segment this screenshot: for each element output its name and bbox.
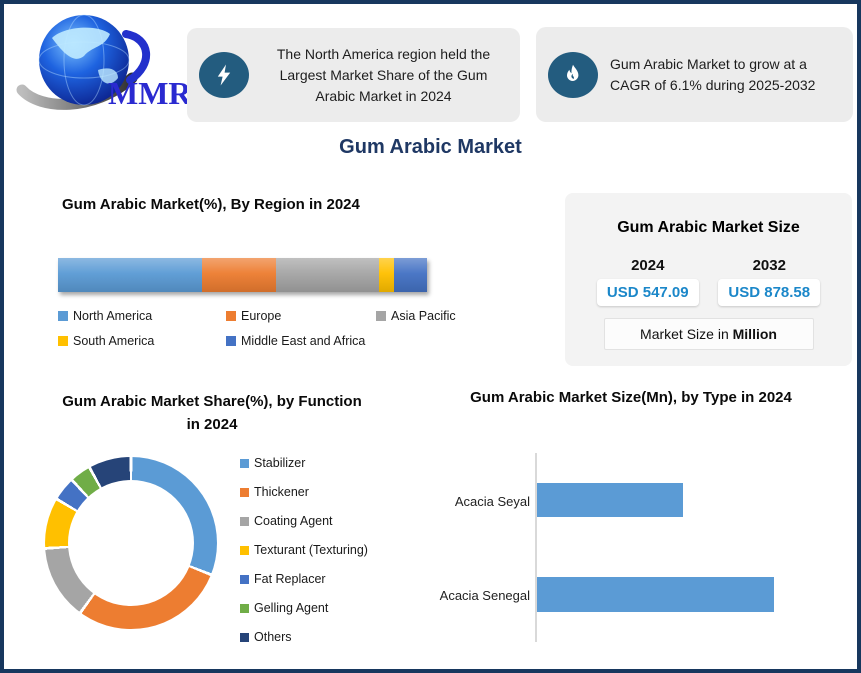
highlight-cagr-text: Gum Arabic Market to grow at a CAGR of 6… [610,55,816,93]
region-chart-title: Gum Arabic Market(%), By Region in 2024 [62,196,360,213]
footnote-prefix: Market Size in [640,326,733,342]
region-legend-row-2: South America Middle East and Africa [58,328,488,353]
legend-item-north-america: North America [58,309,226,323]
legend-marker-north-america [58,310,68,321]
legend-label: Middle East and Africa [241,333,366,348]
market-value-2024: USD 547.09 [596,279,699,306]
function-donut-chart [45,457,217,629]
legend-item-south-america: South America [58,334,226,348]
legend-marker-thickener [240,487,249,497]
legend-label: Others [254,630,292,644]
legend-marker-europe [226,310,236,321]
legend-marker-asia-pacific [376,310,386,321]
bar-acacia-senegal [537,577,774,612]
function-chart-title: Gum Arabic Market Share(%), by Function … [62,393,362,434]
legend-item-thickener: Thickener [240,485,440,499]
market-size-footnote: Market Size in Million [603,318,814,350]
donut-hole [68,480,194,606]
lightning-icon [199,52,249,98]
region-segment-europe [201,258,276,292]
year-label-2032: 2032 [752,257,786,274]
legend-label: Gelling Agent [254,601,329,615]
legend-marker-gelling-agent [240,603,249,613]
logo-text: MMR [108,75,190,111]
legend-item-coating-agent: Coating Agent [240,514,440,528]
legend-label: Coating Agent [254,514,333,528]
legend-item-stabilizer: Stabilizer [240,456,440,470]
region-segment-south-america [379,258,394,292]
region-legend: North America Europe Asia Pacific South Am… [58,303,488,353]
legend-item-asia-pacific: Asia Pacific [376,309,456,323]
flame-icon [548,51,598,98]
type-chart-axis [535,453,537,642]
legend-item-gelling-agent: Gelling Agent [240,601,440,615]
legend-label: Thickener [254,485,309,499]
legend-marker-middle-east-and-africa [226,335,236,346]
legend-item-texturant-texturing: Texturant (Texturing) [240,543,440,557]
legend-marker-texturant-texturing [240,545,249,555]
market-size-card: Gum Arabic Market Size 2024 USD 547.09 2… [565,193,852,366]
legend-label: Texturant (Texturing) [254,543,368,557]
year-label-2024: 2024 [631,257,665,274]
legend-item-europe: Europe [226,309,376,323]
highlight-region-text: The North America region held the Larges… [276,45,491,104]
market-value-2032: USD 878.58 [718,279,821,306]
highlight-card-region: The North America region held the Larges… [187,28,520,122]
legend-item-middle-east-and-africa: Middle East and Africa [226,334,376,348]
legend-marker-fat-replacer [240,574,249,584]
function-legend: Stabilizer Thickener Coating Agent Texturan… [240,456,440,644]
legend-marker-others [240,632,249,642]
region-legend-row-1: North America Europe Asia Pacific [58,303,488,328]
category-label-acacia-senegal: Acacia Senegal [439,588,530,603]
legend-label: South America [73,333,155,348]
legend-label: Europe [241,308,282,323]
region-segment-middle-east-and-africa [393,258,427,292]
category-label-acacia-seyal: Acacia Seyal [454,494,530,509]
region-stacked-bar [58,258,427,292]
highlight-card-cagr: Gum Arabic Market to grow at a CAGR of 6… [536,27,853,122]
legend-item-others: Others [240,630,440,644]
legend-label: Stabilizer [254,456,306,470]
legend-marker-south-america [58,335,68,346]
legend-label: Asia Pacific [391,308,456,323]
footnote-unit: Million [732,326,777,342]
bar-acacia-seyal [537,483,683,517]
market-size-title: Gum Arabic Market Size [617,219,800,236]
legend-label: North America [73,308,153,323]
region-segment-asia-pacific [275,258,380,292]
legend-marker-coating-agent [240,516,249,526]
region-segment-north-america [58,258,202,292]
mmr-logo: MMR [14,8,192,116]
type-chart-title: Gum Arabic Market Size(Mn), by Type in 2… [470,389,792,406]
page-title: Gum Arabic Market [339,136,522,158]
legend-label: Fat Replacer [254,572,326,586]
legend-item-fat-replacer: Fat Replacer [240,572,440,586]
globe-icon: MMR [16,14,192,111]
legend-marker-stabilizer [240,458,249,468]
